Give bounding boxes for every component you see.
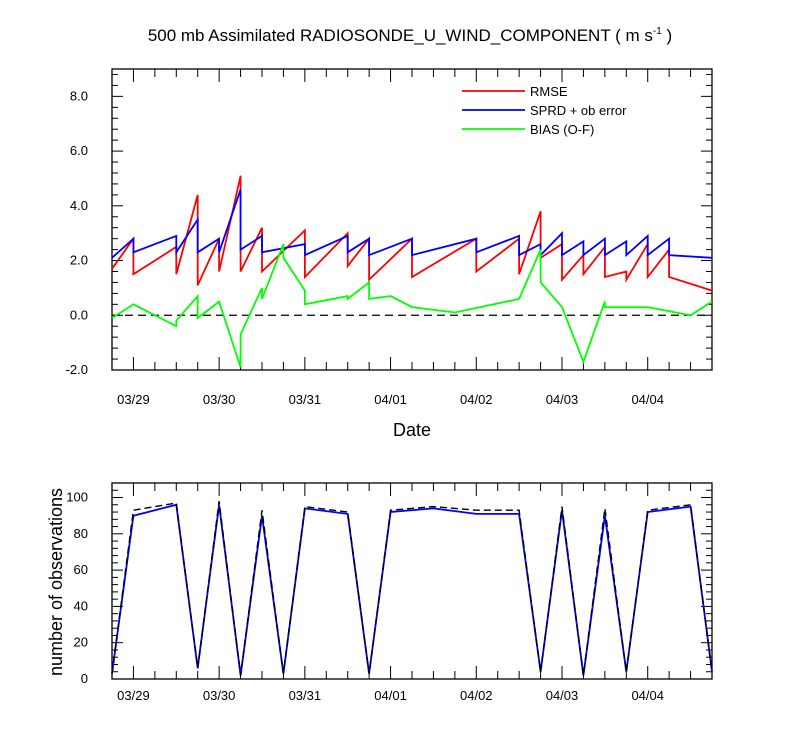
bottom-axis-ticks: 0 20 40 60 80 100 03/29 03/30 03/31 04/01 04/02 04/… (66, 482, 713, 703)
bottom-ytick-label: 60 (74, 562, 88, 577)
bottom-xtick-label: 04/04 (631, 688, 664, 703)
top-ytick-label: 6.0 (70, 143, 88, 158)
top-axis-ticks: -2.0 0.0 2.0 4.0 6.0 8.0 03/29 03/30 03/31 04/01 0… (66, 69, 713, 407)
bottom-xtick-label: 03/31 (289, 688, 322, 703)
bottom-xtick-label: 04/03 (546, 688, 579, 703)
top-ytick-label: 2.0 (70, 253, 88, 268)
top-xtick-label: 03/30 (203, 392, 236, 407)
top-xtick-label: 04/04 (631, 392, 664, 407)
top-ytick-label: -2.0 (66, 362, 88, 377)
top-series-rmse (111, 175, 713, 292)
bottom-xtick-label: 03/30 (203, 688, 236, 703)
bottom-xtick-label: 04/01 (374, 688, 407, 703)
legend: RMSE SPRD + ob error BIAS (O-F) (462, 84, 627, 137)
top-xtick-label: 04/03 (546, 392, 579, 407)
bottom-series-possible (111, 501, 713, 676)
top-xtick-label: 03/31 (289, 392, 322, 407)
top-series-bias-o-f (111, 243, 713, 368)
bottom-xtick-label: 04/02 (460, 688, 493, 703)
y-axis-title-observations: number of observations (46, 488, 66, 676)
top-series-sprd-ob-error (111, 189, 713, 259)
legend-label-sprd: SPRD + ob error (530, 103, 627, 118)
bottom-ytick-label: 20 (74, 635, 88, 650)
bottom-series-group (111, 501, 713, 676)
bottom-series-assimilated (111, 503, 713, 676)
top-series-group (111, 175, 713, 368)
bottom-xtick-label: 03/29 (117, 688, 150, 703)
bottom-plot-frame (111, 482, 713, 680)
top-xtick-label: 04/02 (460, 392, 493, 407)
top-ytick-label: 4.0 (70, 198, 88, 213)
x-axis-title: Date (393, 420, 431, 440)
top-ytick-label: 0.0 (70, 307, 88, 322)
legend-label-rmse: RMSE (530, 84, 568, 99)
bottom-ytick-label: 40 (74, 598, 88, 613)
bottom-ytick-label: 0 (81, 671, 88, 686)
top-ytick-label: 8.0 (70, 88, 88, 103)
bottom-ytick-label: 80 (74, 526, 88, 541)
chart-title: 500 mb Assimilated RADIOSONDE_U_WIND_COM… (148, 26, 672, 45)
bottom-ytick-label: 100 (66, 490, 88, 505)
top-xtick-label: 04/01 (374, 392, 407, 407)
legend-label-bias: BIAS (O-F) (530, 122, 594, 137)
top-xtick-label: 03/29 (117, 392, 150, 407)
